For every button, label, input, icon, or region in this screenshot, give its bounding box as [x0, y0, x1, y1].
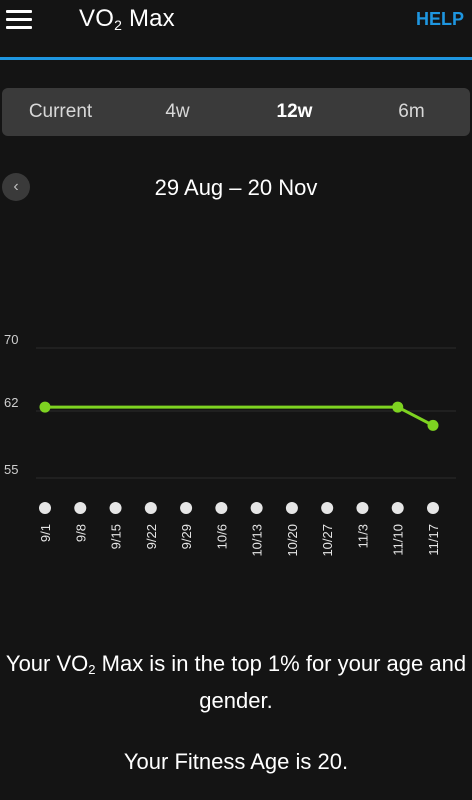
x-tick-label: 11/17: [426, 524, 441, 556]
x-marker: [215, 502, 228, 514]
x-marker: [285, 502, 298, 514]
x-tick-label: 9/29: [179, 524, 194, 549]
percentile-post: Max is in the top 1% for your age and ge…: [95, 651, 467, 713]
tab-12w[interactable]: 12w: [276, 101, 313, 122]
x-marker: [109, 502, 122, 514]
percentile-pre: Your VO: [5, 651, 89, 676]
percentile-text: Your VO2 Max is in the top 1% for your a…: [0, 648, 472, 716]
data-point: [392, 401, 404, 413]
y-tick-label: 70: [4, 332, 18, 347]
x-marker: [39, 502, 51, 514]
x-marker: [356, 502, 369, 514]
chevron-left-icon: ‹: [13, 178, 19, 195]
x-marker: [74, 502, 87, 514]
x-marker: [321, 502, 334, 514]
x-marker: [391, 502, 404, 514]
x-tick-label: 9/15: [109, 524, 124, 549]
data-point: [427, 419, 439, 431]
y-tick-label: 62: [4, 395, 18, 410]
x-tick-label: 11/10: [391, 524, 406, 556]
x-marker: [250, 502, 263, 514]
tab-current[interactable]: Current: [28, 101, 93, 122]
x-tick-label: 9/8: [73, 524, 88, 542]
x-marker: [144, 502, 157, 514]
tab-6m[interactable]: 6m: [398, 101, 425, 122]
data-point: [39, 401, 51, 413]
page-title: VO2 Max: [79, 5, 175, 33]
x-tick-label: 10/6: [214, 524, 229, 549]
series-line: [45, 405, 434, 427]
title-tail: Max: [122, 5, 175, 32]
x-tick-label: 10/27: [320, 524, 335, 557]
x-tick-label: 9/22: [144, 524, 159, 549]
y-tick-label: 55: [4, 462, 18, 477]
previous-period-button[interactable]: ‹: [2, 173, 30, 201]
title-subscript: 2: [114, 17, 123, 33]
x-tick-label: 11/3: [355, 524, 370, 548]
x-tick-label: 9/1: [38, 524, 53, 542]
x-tick-label: 10/13: [250, 524, 265, 557]
tab-4w[interactable]: 4w: [165, 101, 190, 122]
percentile-subscript: 2: [88, 662, 96, 677]
header-divider: [0, 57, 472, 60]
app-header: VO2 Max HELP: [0, 0, 472, 60]
time-range-selector: Current 4w 12w 6m: [2, 88, 470, 136]
x-tick-label: 10/20: [285, 524, 300, 557]
x-marker: [427, 502, 439, 514]
help-button[interactable]: HELP: [415, 9, 464, 29]
hamburger-menu-icon[interactable]: [6, 8, 32, 30]
vo2-max-chart: 70 62 55 9/1 9/8 9/15 9/22 9/29 10/6 10/13 10/20 10…: [4, 332, 456, 557]
x-marker: [180, 502, 193, 514]
date-range-label: 29 Aug – 20 Nov: [154, 175, 318, 200]
title-main: VO: [79, 5, 115, 32]
fitness-age-text: Your Fitness Age is 20.: [123, 749, 349, 774]
